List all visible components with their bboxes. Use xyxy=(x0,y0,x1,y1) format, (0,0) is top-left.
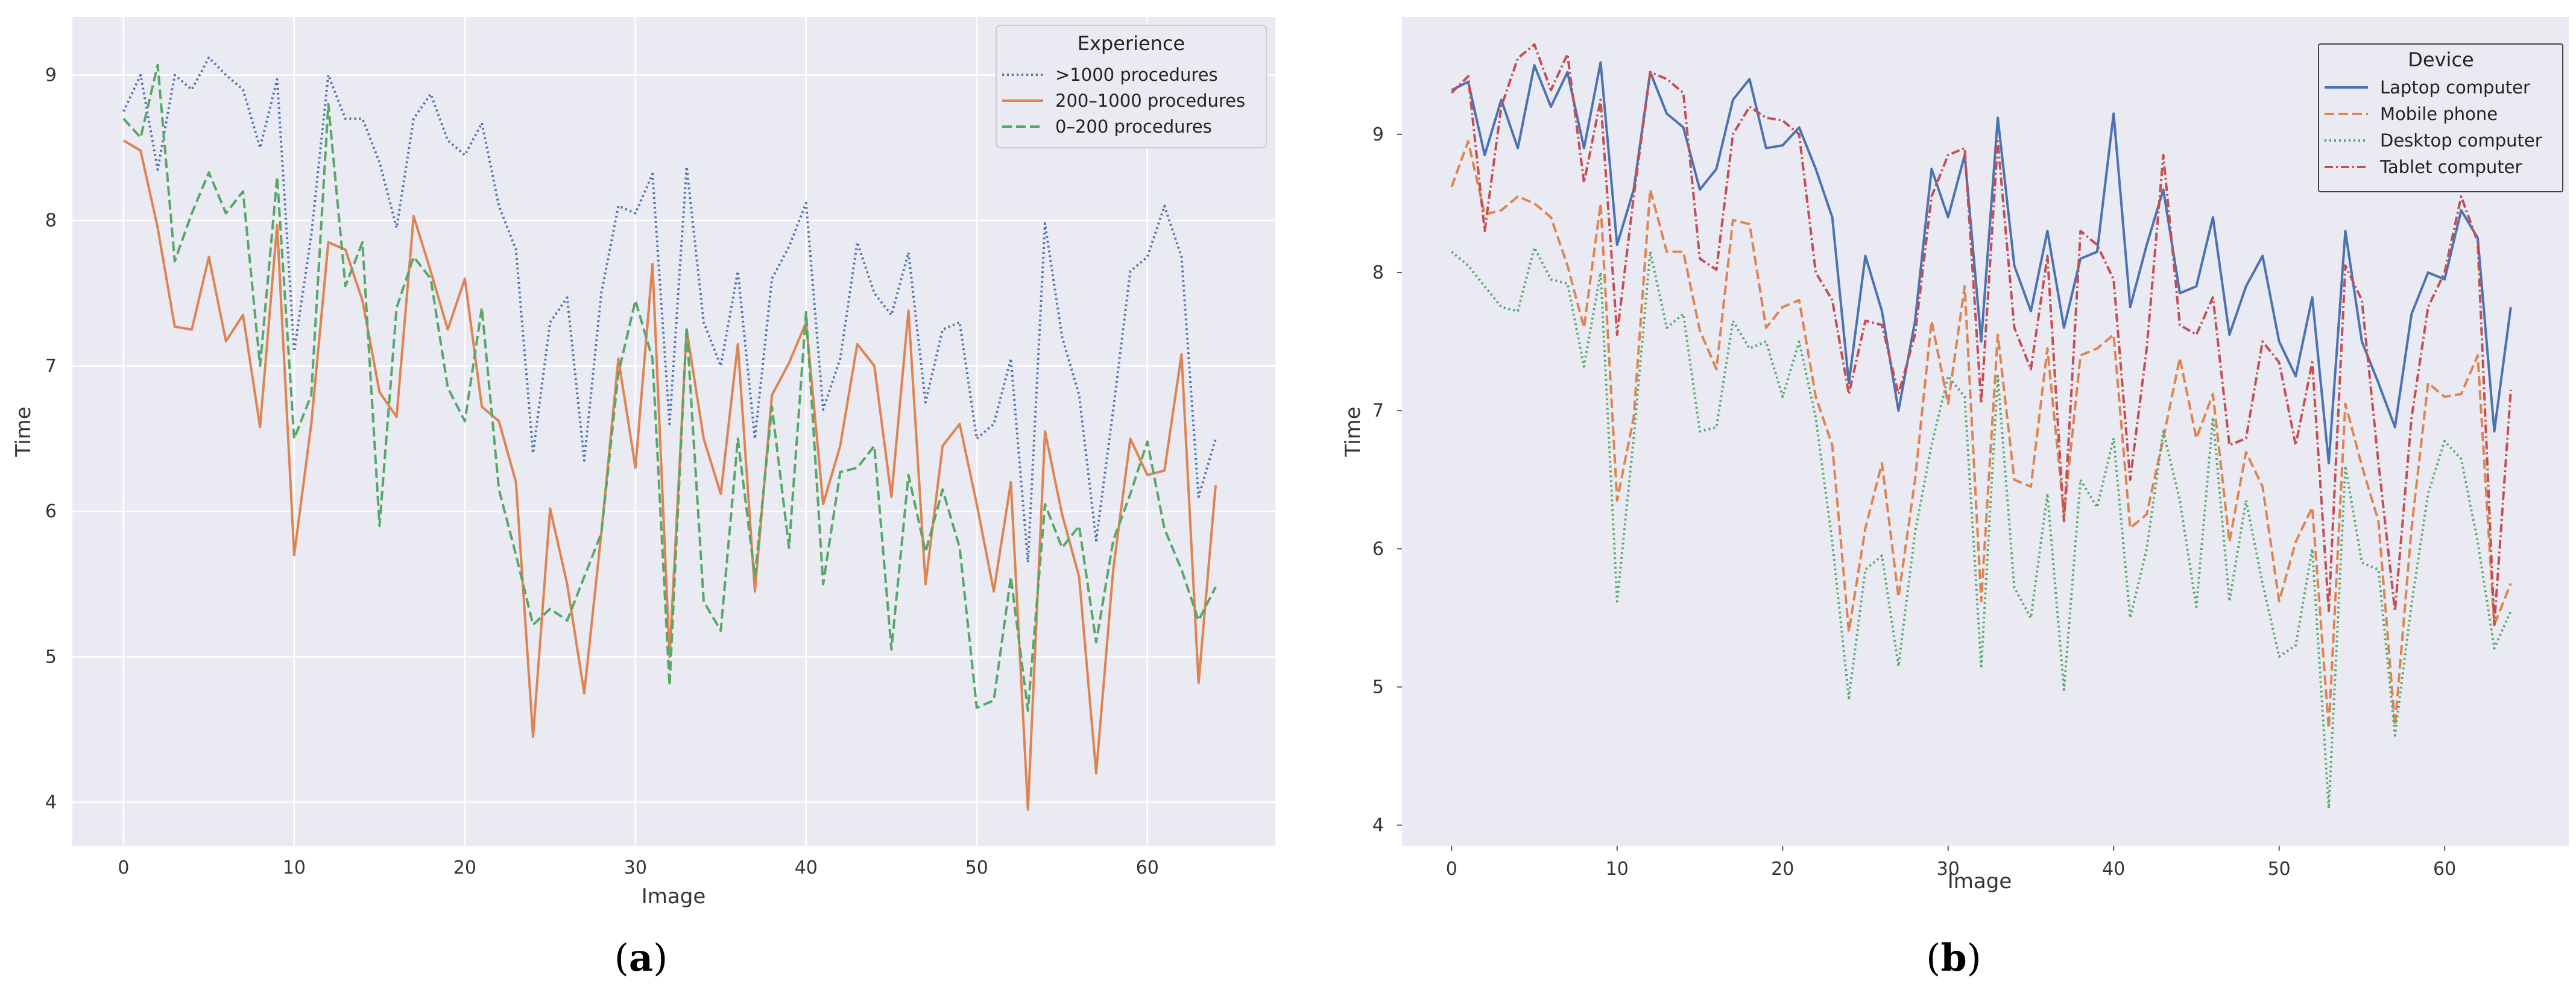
panel-a-legend-label-2: 200–1000 procedures xyxy=(1055,90,1245,111)
panel-a-ticks: 0 10 20 30 40 50 60 4 5 6 7 8 9 xyxy=(45,65,1159,878)
panel-a-series-line-3 xyxy=(122,63,1217,712)
panel-a-caption-letter: a xyxy=(629,936,653,980)
panel-a-x-tick-label: 0 xyxy=(118,857,129,878)
panel-a-y-axis-label: Time xyxy=(11,406,36,457)
panel-b-legend-label-2: Mobile phone xyxy=(2380,104,2498,124)
panel-b-caption-letter: b xyxy=(1940,936,1966,980)
panel-b-x-tick-label: 50 xyxy=(2268,859,2291,880)
panel-a-legend: Experience >1000 procedures 200–1000 proc… xyxy=(996,25,1267,148)
panel-a-series xyxy=(122,56,1217,811)
panel-b-x-tick-label: 10 xyxy=(1606,859,1629,880)
panel-b-x-tick-label: 0 xyxy=(1446,859,1457,880)
panel-a-x-axis-label: Image xyxy=(642,884,706,909)
panel-a-y-tick-label: 8 xyxy=(45,210,57,232)
panel-b-x-axis-label: Image xyxy=(1948,869,2012,894)
panel-b-legend-label-1: Laptop computer xyxy=(2380,77,2530,98)
panel-b-legend-label-3: Desktop computer xyxy=(2380,130,2542,151)
panel-b-ticks: 0 10 20 30 40 50 60 4 5 6 7 8 9 xyxy=(1372,124,2456,880)
panel-b-y-tick-label: 7 xyxy=(1372,400,1384,421)
panel-b-legend: Device Laptop computer Mobile phone Deskto… xyxy=(2318,43,2563,192)
panel-b-y-axis-label: Time xyxy=(1341,406,1365,457)
panel-a-series-line-1 xyxy=(122,56,1217,564)
panel-b-y-tick-label: 8 xyxy=(1372,262,1384,283)
panel-b-y-tick-label: 9 xyxy=(1372,124,1384,145)
panel-a-legend-label-1: >1000 procedures xyxy=(1055,65,1218,85)
panel-b-chart: 0 10 20 30 40 50 60 4 5 6 7 8 9 Image Time Device La… xyxy=(1341,17,2569,980)
panel-a-chart: 0 10 20 30 40 50 60 4 5 6 7 8 9 Image Time Experienc… xyxy=(11,17,1275,980)
panel-b-series-line-2 xyxy=(1450,140,2512,730)
panel-b-series-line-3 xyxy=(1451,246,2512,810)
panel-b-series-line-1 xyxy=(1451,61,2512,465)
panel-b-y-tick-label: 4 xyxy=(1372,815,1384,836)
panel-b-legend-box xyxy=(2318,43,2563,192)
panel-a-y-tick-label: 6 xyxy=(45,501,57,522)
panel-b-y-tick-label: 6 xyxy=(1372,538,1384,559)
panel-a-x-tick-label: 10 xyxy=(283,857,306,878)
panel-a-legend-box xyxy=(996,25,1267,148)
panel-a-x-tick-label: 40 xyxy=(795,857,818,878)
panel-b-series-line-4 xyxy=(1450,43,2512,626)
panel-a-plot-area xyxy=(72,17,1275,846)
panel-a-y-tick-label: 9 xyxy=(45,65,57,86)
panel-b-series xyxy=(1450,43,2512,810)
panel-a-legend-label-3: 0–200 procedures xyxy=(1055,116,1212,137)
panel-b-x-tick-label: 30 xyxy=(1937,859,1960,880)
panel-a-x-tick-label: 60 xyxy=(1136,857,1159,878)
panel-b-y-tick-label: 5 xyxy=(1372,676,1384,698)
panel-b-x-tick-label: 60 xyxy=(2433,859,2456,880)
panel-b-x-tick-label: 20 xyxy=(1771,859,1794,880)
panel-a-x-tick-label: 50 xyxy=(965,857,988,878)
panel-a-x-tick-label: 20 xyxy=(453,857,476,878)
panel-a-y-tick-label: 4 xyxy=(45,792,57,813)
panel-b-legend-label-4: Tablet computer xyxy=(2379,157,2522,177)
panel-b-caption: (b) xyxy=(1926,936,1981,980)
panel-a-series-line-2 xyxy=(122,139,1217,811)
panel-a-y-tick-label: 5 xyxy=(45,646,57,667)
panel-b-legend-title: Device xyxy=(2408,48,2473,71)
panel-a-legend-title: Experience xyxy=(1078,32,1185,55)
panel-b-x-tick-label: 40 xyxy=(2102,859,2125,880)
panel-a-caption: (a) xyxy=(614,936,668,980)
panel-a-x-tick-label: 30 xyxy=(624,857,647,878)
panel-a-y-tick-label: 7 xyxy=(45,356,57,377)
